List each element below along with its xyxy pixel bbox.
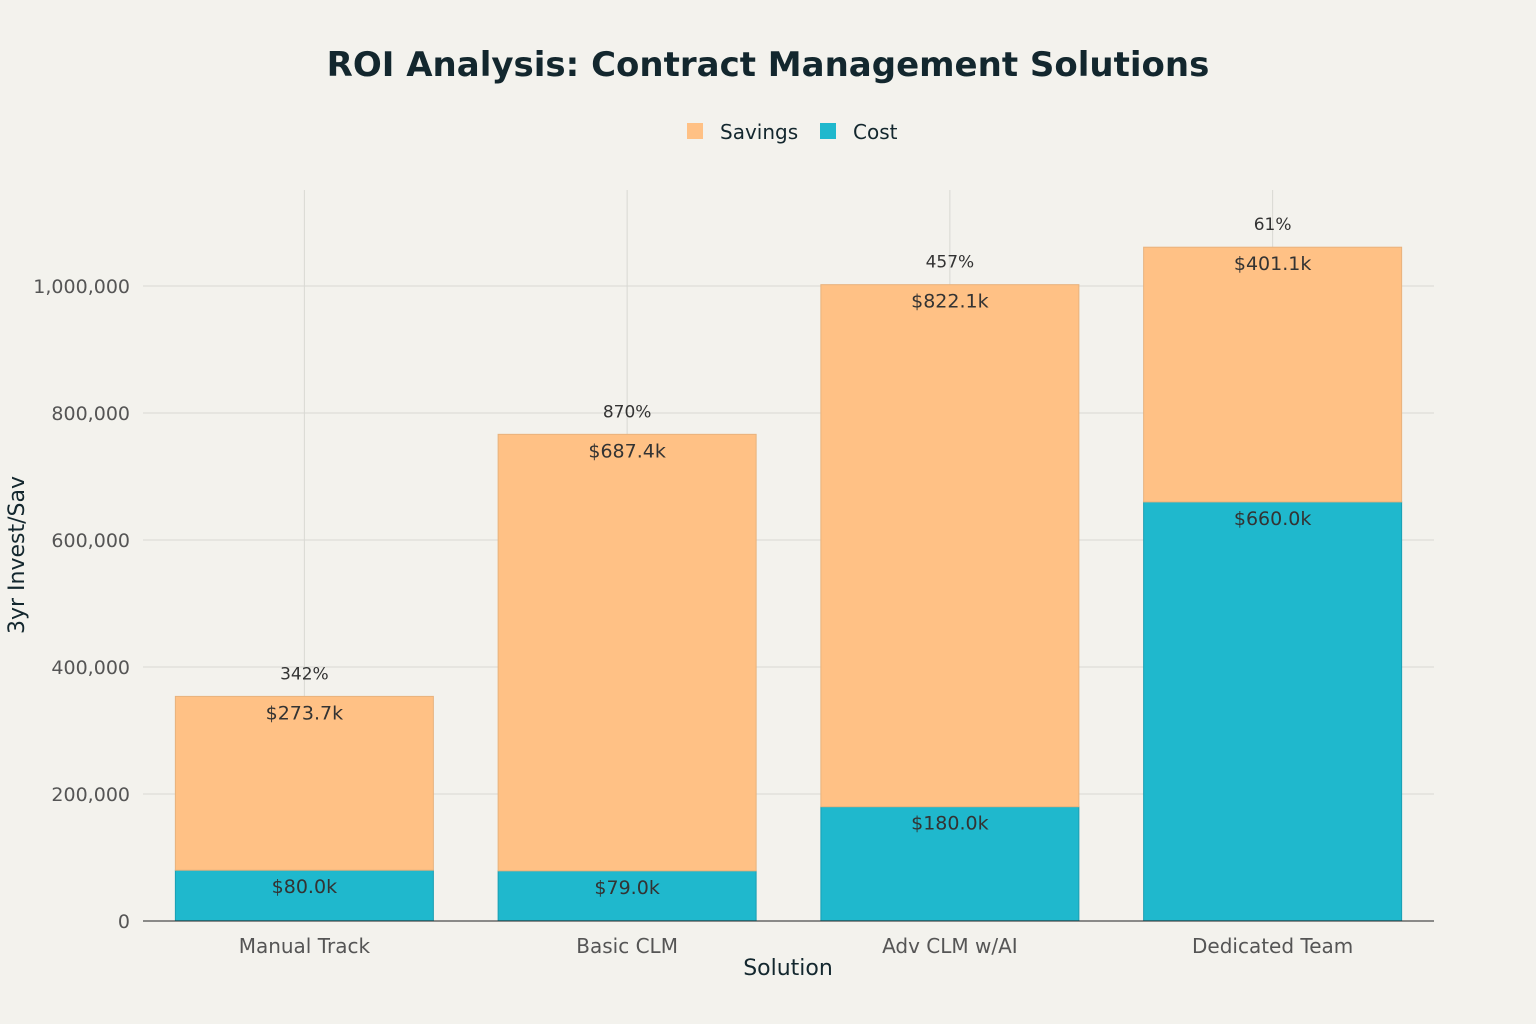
legend: Savings Cost [687, 120, 898, 144]
roi-annotation: 342% [280, 664, 329, 684]
chart-title: ROI Analysis: Contract Management Soluti… [327, 45, 1210, 85]
bar-savings [174, 695, 434, 871]
x-tick-label: Adv CLM w/AI [882, 934, 1018, 958]
bar-value-label: $660.0k [1234, 508, 1311, 530]
y-axis-ticks: 0 200,000 400,000 600,000 800,000 1,000,000 [33, 276, 130, 933]
bar-value-label: $687.4k [588, 440, 665, 462]
legend-label-savings: Savings [720, 120, 798, 144]
y-tick-label: 600,000 [51, 530, 130, 552]
legend-swatch-cost [820, 123, 836, 139]
legend-label-cost: Cost [853, 120, 898, 144]
x-axis-title: Solution [743, 956, 833, 981]
y-tick-label: 200,000 [51, 784, 130, 806]
legend-swatch-savings [687, 123, 703, 139]
roi-labels: 342% 870% 457% 61% [280, 215, 1291, 684]
roi-annotation: 870% [603, 402, 652, 422]
bar-value-label: $79.0k [594, 877, 659, 899]
bar-savings [497, 433, 757, 872]
x-tick-label: Basic CLM [576, 934, 678, 958]
x-tick-label: Dedicated Team [1192, 934, 1353, 958]
bar-cost [174, 869, 434, 922]
y-tick-label: 0 [118, 911, 130, 933]
bar-labels: $80.0k $273.7k $79.0k $687.4k $180.0k $822.1k… [266, 253, 1312, 899]
y-tick-label: 1,000,000 [33, 276, 130, 298]
x-axis-ticks: Manual Track Basic CLM Adv CLM w/AI Dedicat… [239, 934, 1354, 958]
x-tick-label: Manual Track [239, 934, 371, 958]
y-tick-label: 400,000 [51, 657, 130, 679]
bar-savings [820, 284, 1080, 808]
roi-annotation: 61% [1254, 215, 1292, 235]
y-axis-title: 3yr Invest/Sav [5, 476, 30, 634]
bar-value-label: $401.1k [1234, 253, 1311, 275]
y-tick-label: 800,000 [51, 403, 130, 425]
bar-value-label: $273.7k [266, 702, 343, 724]
bars [174, 246, 1403, 922]
roi-annotation: 457% [926, 253, 975, 273]
bar-value-label: $80.0k [272, 876, 337, 898]
bar-value-label: $822.1k [911, 291, 988, 313]
bar-savings [1143, 246, 1403, 503]
bar-cost [1143, 501, 1403, 922]
bar-value-label: $180.0k [911, 813, 988, 835]
